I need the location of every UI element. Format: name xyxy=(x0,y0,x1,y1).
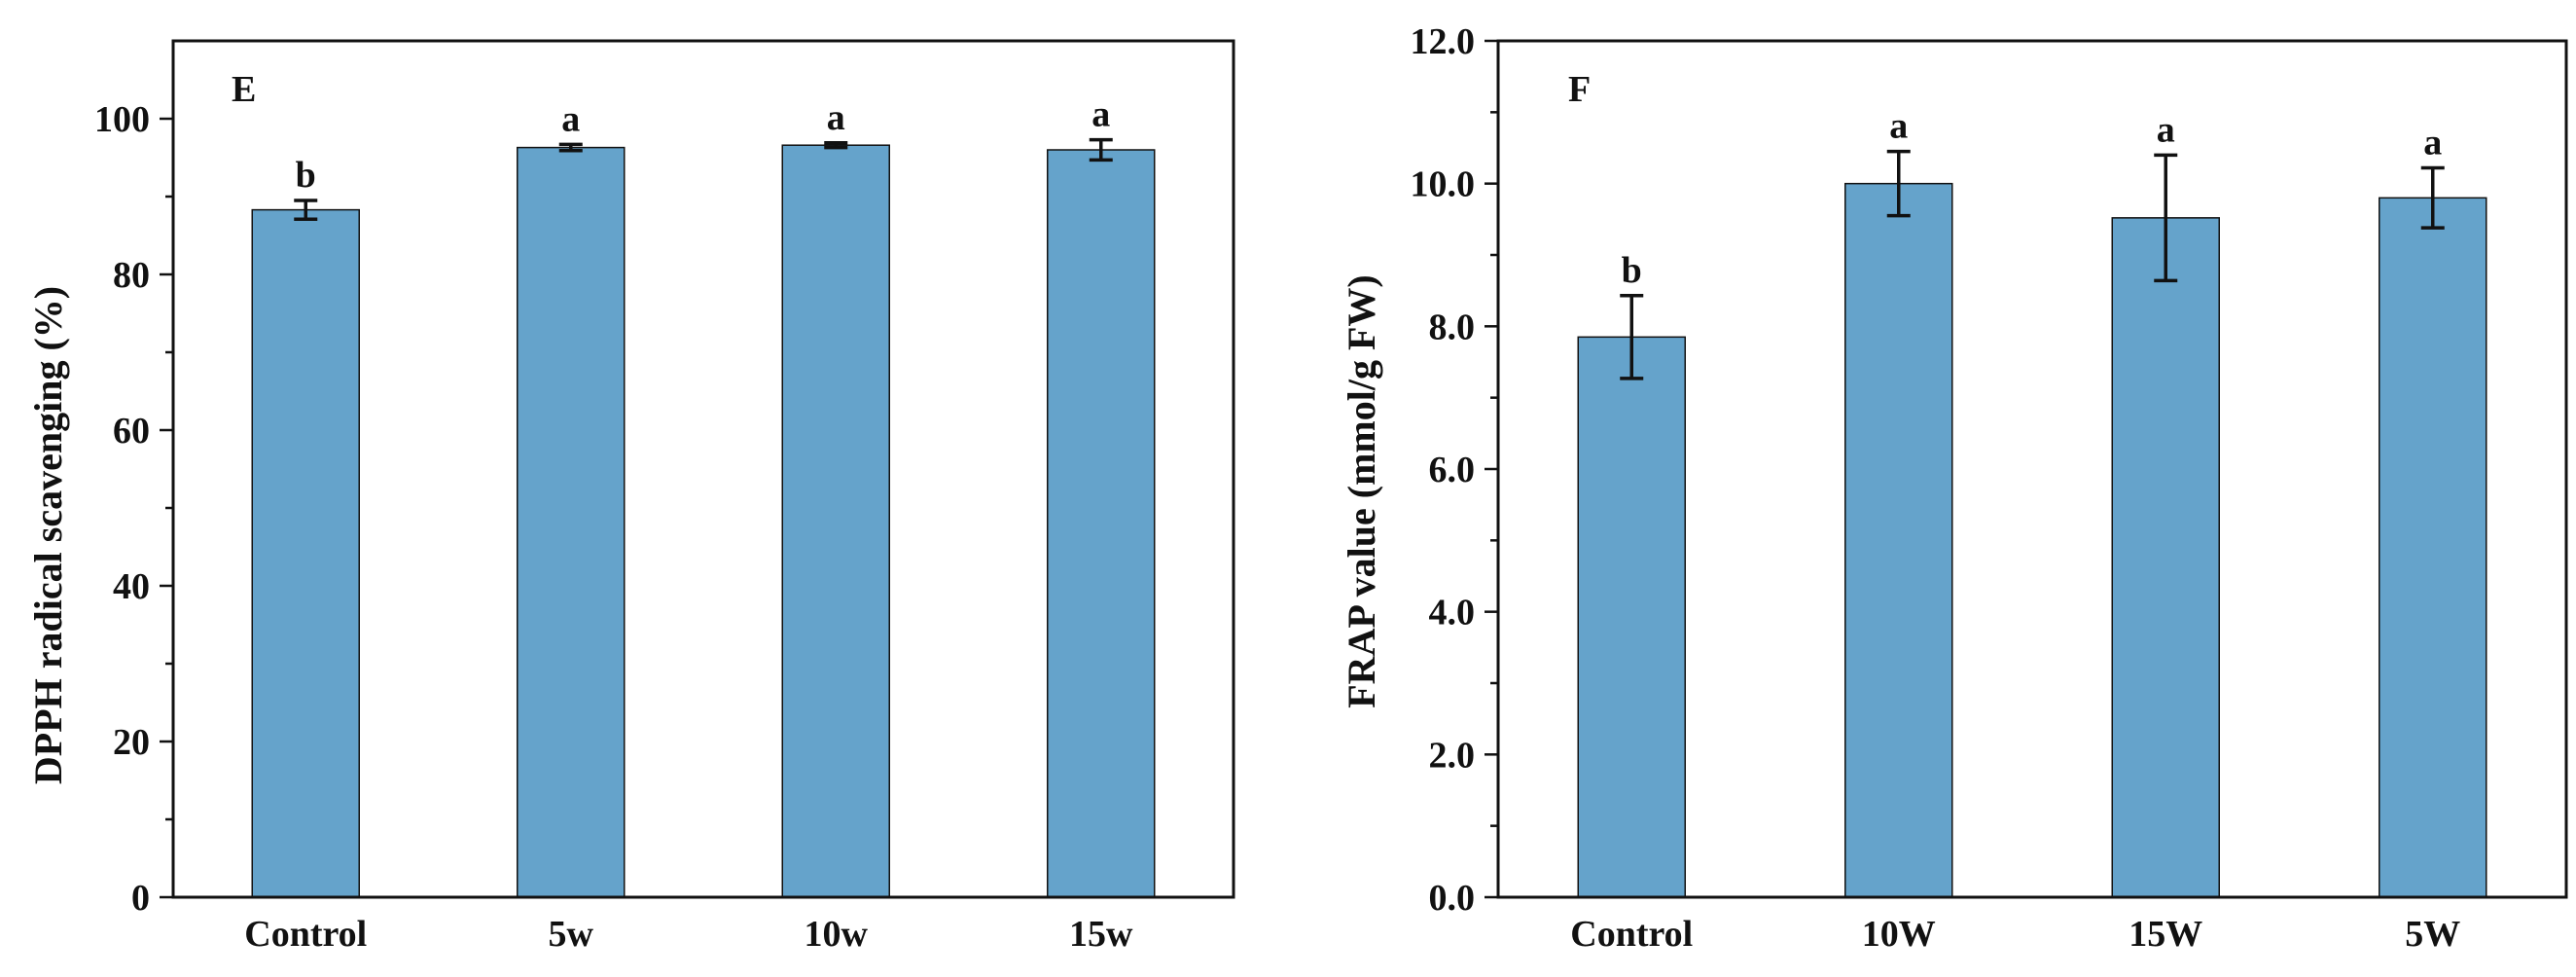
x-tick-label-f-15w: 15W xyxy=(2129,914,2202,955)
error-bar-e-15w xyxy=(1089,137,1113,163)
y-tick-label-f: 10.0 xyxy=(1411,164,1476,205)
significance-label-f-control: b xyxy=(1622,250,1642,291)
significance-label-e-control: b xyxy=(296,155,316,196)
chart-panel-e: E DPPH radical scavenging (%) b a a a 0 20 40 6… xyxy=(26,39,1235,955)
significance-label-f-10w: a xyxy=(1889,106,1908,147)
bar-f-15w xyxy=(2111,217,2220,898)
error-bar-e-5w xyxy=(558,142,583,153)
y-tick-label-e: 20 xyxy=(113,722,150,763)
y-axis-title-f: FRAP value (mmol/g FW) xyxy=(1340,274,1383,708)
error-bar-f-control xyxy=(1620,294,1644,380)
y-tick-label-e: 40 xyxy=(113,566,150,607)
significance-label-f-5w: a xyxy=(2423,123,2442,163)
chart-panel-f: F FRAP value (mmol/g FW) b a a a 0.0 2.0 4.0 6.… xyxy=(1340,21,2568,955)
y-tick-label-f: 0.0 xyxy=(1429,878,1476,919)
y-tick-label-e: 0 xyxy=(131,878,150,919)
bar-e-control xyxy=(251,208,360,898)
significance-label-e-10w: a xyxy=(827,97,845,138)
y-tick-label-f: 6.0 xyxy=(1429,450,1476,490)
panel-label-f: F xyxy=(1568,69,1591,110)
bar-e-15w xyxy=(1047,149,1156,898)
x-tick-label-f-control: Control xyxy=(1570,914,1693,955)
x-tick-label-e-10w: 10w xyxy=(805,914,869,955)
y-tick-label-e: 100 xyxy=(94,99,150,140)
y-tick-label-e: 60 xyxy=(113,411,150,452)
y-tick-label-f: 12.0 xyxy=(1411,21,1476,62)
error-bar-e-10w xyxy=(824,141,848,150)
bar-e-5w xyxy=(517,146,626,898)
bar-f-10w xyxy=(1844,182,1953,898)
y-tick-label-f: 8.0 xyxy=(1429,307,1476,347)
significance-label-f-15w: a xyxy=(2157,109,2175,150)
error-bar-f-15w xyxy=(2154,153,2178,283)
bar-e-10w xyxy=(781,144,890,898)
plot-frame-e xyxy=(171,39,1235,899)
panel-label-e: E xyxy=(232,69,256,110)
x-tick-label-e-control: Control xyxy=(244,914,367,955)
significance-label-e-15w: a xyxy=(1091,94,1110,135)
y-tick-label-f: 2.0 xyxy=(1429,735,1476,776)
bar-f-5w xyxy=(2379,197,2487,898)
x-tick-label-e-5w: 5w xyxy=(549,914,594,955)
y-tick-label-e: 80 xyxy=(113,255,150,296)
x-tick-label-e-15w: 15w xyxy=(1069,914,1133,955)
error-bar-f-5w xyxy=(2420,165,2445,230)
bar-f-control xyxy=(1577,336,1686,898)
y-tick-label-f: 4.0 xyxy=(1429,593,1476,633)
x-tick-label-f-10w: 10W xyxy=(1862,914,1936,955)
significance-label-e-5w: a xyxy=(561,98,580,139)
y-axis-title-e: DPPH radical scavenging (%) xyxy=(26,286,70,784)
x-tick-label-f-5w: 5W xyxy=(2405,914,2460,955)
error-bar-f-10w xyxy=(1886,149,1911,218)
error-bar-e-control xyxy=(294,199,318,221)
